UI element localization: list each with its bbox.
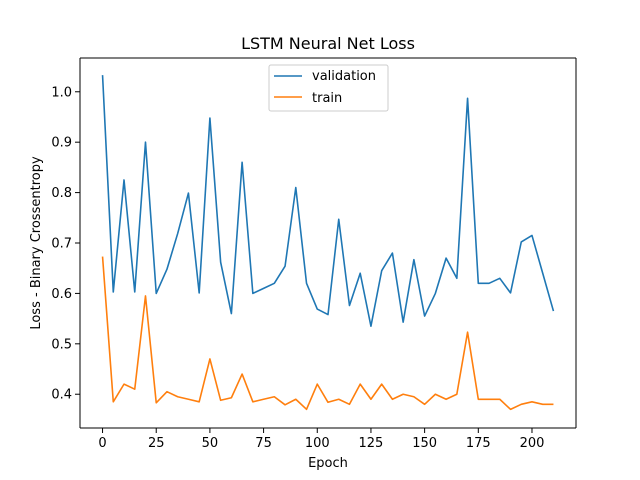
x-tick-label: 50	[202, 436, 219, 451]
x-tick-label: 150	[412, 436, 437, 451]
series-line-train	[101, 256, 554, 411]
ticks-layer: 0 25 50 75 100 125 150 175 200 0.4 0.5 0.6 0.7 0.8 0.9…	[51, 85, 544, 451]
y-tick-label: 0.6	[51, 287, 72, 302]
y-tick-label: 0.4	[51, 388, 72, 403]
y-tick-label: 1.0	[51, 85, 72, 100]
x-tick-label: 125	[359, 436, 384, 451]
y-tick-label: 0.7	[51, 237, 72, 252]
plot-area	[80, 58, 576, 428]
y-tick-label: 0.5	[51, 337, 72, 352]
x-tick-label: 0	[98, 436, 106, 451]
series-line-validation	[101, 75, 555, 327]
series-layer	[101, 75, 555, 411]
y-tick-label: 0.8	[51, 186, 72, 201]
x-tick-label: 175	[466, 436, 491, 451]
x-tick-label: 200	[520, 436, 545, 451]
x-tick-label: 25	[148, 436, 165, 451]
series-validation	[101, 75, 555, 327]
chart-title: LSTM Neural Net Loss	[241, 34, 415, 53]
y-tick-label: 0.9	[51, 136, 72, 151]
legend-label-train: train	[312, 91, 342, 106]
series-train	[101, 256, 554, 411]
y-axis-label: Loss - Binary Crossentropy	[29, 156, 44, 330]
legend-label-validation: validation	[312, 69, 376, 84]
legend: validation train	[268, 64, 389, 112]
x-tick-label: 75	[255, 436, 272, 451]
x-axis-label: Epoch	[308, 456, 348, 471]
x-tick-label: 100	[305, 436, 330, 451]
